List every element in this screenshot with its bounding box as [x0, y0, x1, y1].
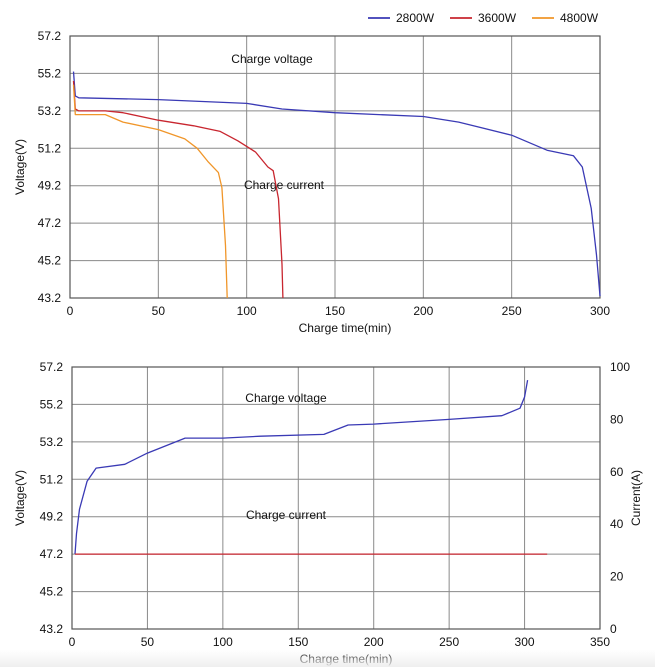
x-tick-label: 100: [213, 635, 233, 649]
annotation-charge-current: Charge current: [246, 508, 327, 522]
x-axis-label: Charge time(min): [300, 652, 393, 666]
y-tick-label: 49.2: [38, 179, 62, 193]
y-axis-label: Voltage(V): [13, 139, 27, 195]
legend-label-2800W: 2800W: [396, 11, 435, 25]
series-line-4800w: [72, 84, 228, 299]
y-tick-label: 47.2: [40, 547, 64, 561]
annotation-charge-current: Charge current: [244, 178, 325, 192]
x-tick-label: 200: [413, 304, 433, 318]
x-tick-label: 0: [67, 304, 74, 318]
chart-bottom: 0 50 100 150 200 250 300 35043.245.247.249.251.…: [13, 360, 643, 666]
y2-tick-label: 80: [610, 412, 624, 426]
annotation-charge-voltage: Charge voltage: [231, 52, 313, 66]
x-tick-label: 350: [590, 635, 610, 649]
y-axis-label: Voltage(V): [13, 470, 27, 526]
series-line-2800w: [72, 71, 601, 297]
y-tick-label: 57.2: [40, 360, 64, 374]
y2-tick-label: 60: [610, 465, 624, 479]
series-line-charge-voltage: [74, 379, 529, 555]
y-tick-label: 57.2: [38, 29, 62, 43]
x-axis-label: Charge time(min): [299, 321, 392, 335]
x-tick-label: 300: [590, 304, 610, 318]
legend-label-4800W: 4800W: [560, 11, 599, 25]
plot-frame: [69, 35, 601, 299]
y2-tick-label: 40: [610, 517, 624, 531]
y2-tick-label: 100: [610, 360, 630, 374]
plot-frame: [71, 366, 601, 630]
legend-label-3600W: 3600W: [478, 11, 517, 25]
y2-tick-label: 20: [610, 570, 624, 584]
y-tick-label: 53.2: [40, 435, 64, 449]
y-tick-label: 53.2: [38, 104, 62, 118]
x-tick-label: 300: [515, 635, 535, 649]
series-line-3600w: [72, 80, 284, 299]
y-tick-label: 51.2: [40, 472, 64, 486]
x-tick-label: 250: [502, 304, 522, 318]
y-tick-label: 55.2: [40, 397, 64, 411]
x-tick-label: 50: [152, 304, 166, 318]
chart-top: 0 50 100 150 200 250 300 43.2 45.2 47.2 49.2 51.2 53…: [13, 11, 610, 335]
y-tick-label: 43.2: [38, 291, 62, 305]
x-tick-label: 200: [364, 635, 384, 649]
y-tick-label: 45.2: [38, 254, 62, 268]
x-tick-label: 50: [141, 635, 155, 649]
y-tick-label: 51.2: [38, 141, 62, 155]
x-tick-label: 250: [439, 635, 459, 649]
y-tick-label: 55.2: [38, 66, 62, 80]
y2-tick-label: 0: [610, 622, 617, 636]
y-tick-label: 47.2: [38, 216, 62, 230]
y-tick-label: 43.2: [40, 622, 64, 636]
x-tick-label: 150: [288, 635, 308, 649]
y-tick-label: 49.2: [40, 510, 64, 524]
x-tick-label: 100: [237, 304, 257, 318]
annotation-charge-voltage: Charge voltage: [245, 391, 327, 405]
x-tick-label: 0: [69, 635, 76, 649]
x-tick-label: 150: [325, 304, 345, 318]
y-tick-label: 45.2: [40, 585, 64, 599]
y2-axis-label: Current(A): [629, 470, 643, 526]
